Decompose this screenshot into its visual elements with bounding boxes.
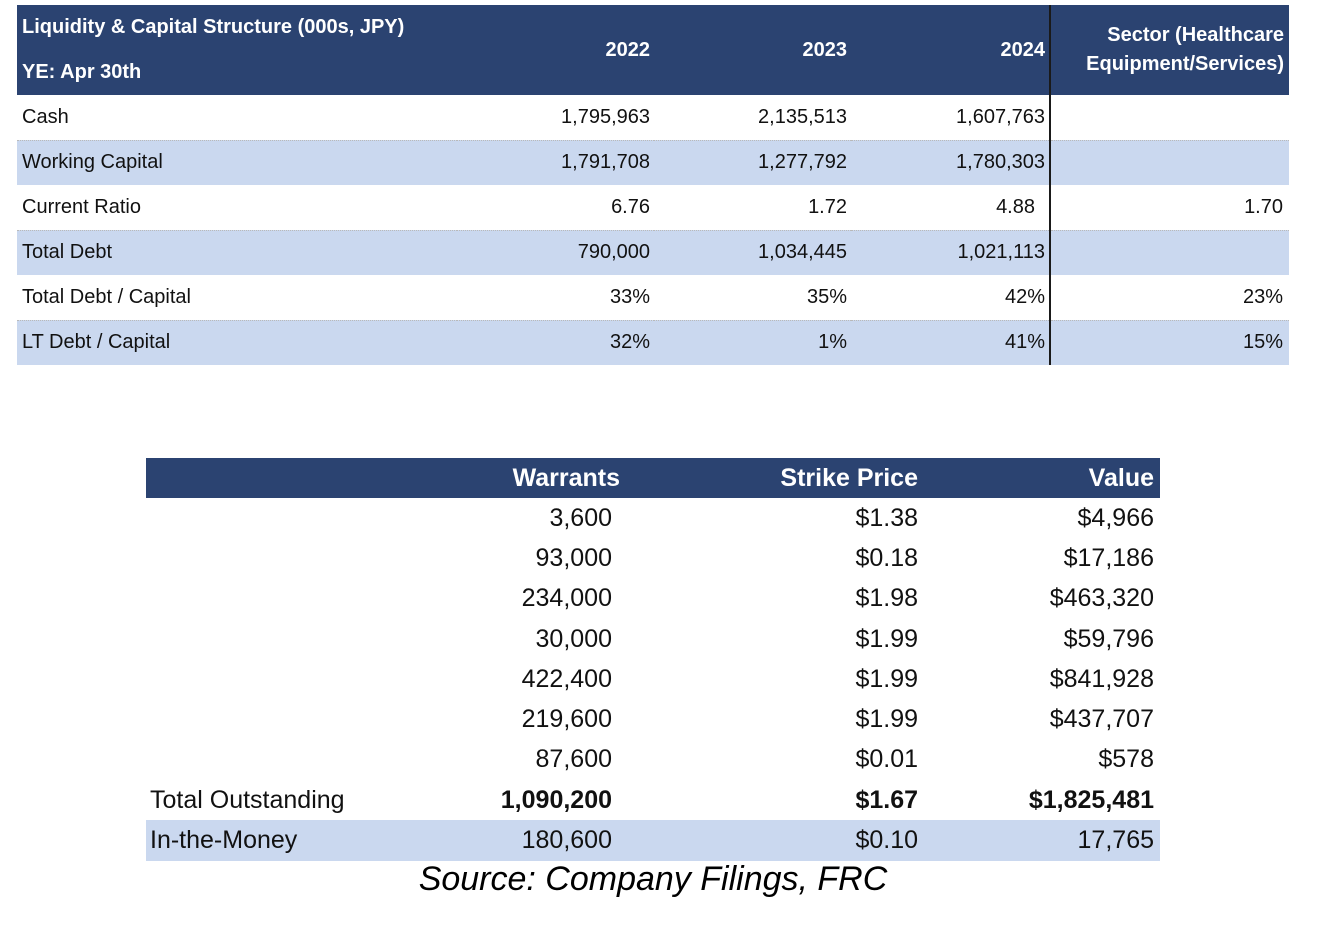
strike-cell: $0.01 — [855, 745, 918, 774]
value-cell: $437,707 — [1049, 705, 1154, 734]
liquidity-header-row: Liquidity & Capital Structure (000s, JPY… — [17, 5, 1289, 95]
cell-2022: 33% — [457, 275, 654, 321]
table-row: LT Debt / Capital 32% 1% 41% 15% — [17, 320, 1289, 365]
warrants-cell: 30,000 — [535, 624, 612, 653]
warrants-header: Warrants — [466, 458, 620, 498]
cell-sector: 15% — [1049, 320, 1289, 365]
table-row: 30,000 $1.99 $59,796 — [146, 619, 1160, 659]
row-label-empty — [146, 740, 466, 780]
cell-sector — [1049, 95, 1289, 141]
cell-2024: 1,607,763 — [851, 95, 1050, 141]
in-the-money-label: In-the-Money — [146, 820, 466, 861]
warrants-cell: 87,600 — [535, 745, 612, 774]
row-label-empty — [146, 498, 466, 538]
warrants-table: Warrants Strike Price Value 3,600 $1.38 … — [146, 458, 1160, 861]
strike-cell: $1.99 — [855, 705, 918, 734]
row-label: Total Debt / Capital — [17, 275, 457, 321]
total-strike: $1.67 — [855, 785, 918, 814]
total-outstanding-row: Total Outstanding 1,090,200 $1.67 $1,825… — [146, 780, 1160, 820]
year-header-2022: 2022 — [457, 5, 654, 95]
row-label: Working Capital — [17, 140, 457, 185]
sector-header: Sector (Healthcare Equipment/Services) — [1049, 5, 1289, 95]
table-row: 219,600 $1.99 $437,707 — [146, 699, 1160, 739]
warrants-cell: 93,000 — [535, 543, 612, 572]
cell-2024: 4.88 — [851, 185, 1050, 231]
row-label-empty — [146, 699, 466, 739]
cell-2022: 6.76 — [457, 185, 654, 231]
itm-warrants: 180,600 — [466, 820, 620, 861]
cell-2022: 32% — [457, 320, 654, 365]
cell-sector — [1049, 140, 1289, 185]
itm-strike: $0.10 — [620, 820, 918, 861]
cell-2023: 2,135,513 — [654, 95, 851, 141]
cell-2024: 41% — [851, 320, 1050, 365]
cell-2023: 1,277,792 — [654, 140, 851, 185]
cell-2023: 1.72 — [654, 185, 851, 231]
warrants-cell: 234,000 — [521, 584, 612, 613]
table-row: 422,400 $1.99 $841,928 — [146, 659, 1160, 699]
row-label: LT Debt / Capital — [17, 320, 457, 365]
strike-cell: $0.18 — [855, 543, 918, 572]
row-label-empty — [146, 659, 466, 699]
row-label: Total Debt — [17, 230, 457, 275]
total-outstanding-label: Total Outstanding — [150, 785, 345, 814]
table-row: 93,000 $0.18 $17,186 — [146, 538, 1160, 578]
row-label-empty — [146, 619, 466, 659]
value-cell: $59,796 — [1063, 624, 1154, 653]
value-header: Value — [918, 458, 1160, 498]
total-warrants: 1,090,200 — [500, 785, 612, 814]
strike-cell: $1.99 — [855, 624, 918, 653]
itm-value: 17,765 — [918, 820, 1160, 861]
row-label: Current Ratio — [17, 185, 457, 231]
table-row: Cash 1,795,963 2,135,513 1,607,763 — [17, 95, 1289, 141]
warrants-cell: 3,600 — [549, 503, 612, 532]
value-cell: $578 — [1098, 745, 1154, 774]
table-row: Total Debt 790,000 1,034,445 1,021,113 — [17, 230, 1289, 275]
liquidity-subtitle: YE: Apr 30th — [22, 61, 142, 83]
cell-2022: 1,795,963 — [457, 95, 654, 141]
liquidity-title-cell: Liquidity & Capital Structure (000s, JPY… — [17, 5, 457, 95]
strike-cell: $1.99 — [855, 664, 918, 693]
value-cell: $4,966 — [1077, 503, 1154, 532]
value-cell: $17,186 — [1063, 543, 1154, 572]
value-cell: $841,928 — [1049, 664, 1154, 693]
table-row: 87,600 $0.01 $578 — [146, 740, 1160, 780]
liquidity-table: Liquidity & Capital Structure (000s, JPY… — [17, 5, 1289, 365]
table-row: 234,000 $1.98 $463,320 — [146, 579, 1160, 619]
sector-header-line1: Sector (Healthcare — [1107, 24, 1284, 46]
strike-cell: $1.38 — [855, 503, 918, 532]
warrants-header-row: Warrants Strike Price Value — [146, 458, 1160, 498]
table-row: Current Ratio 6.76 1.72 4.88 1.70 — [17, 185, 1289, 231]
warrants-cell: 422,400 — [521, 664, 612, 693]
liquidity-title: Liquidity & Capital Structure (000s, JPY… — [22, 16, 405, 38]
cell-2023: 35% — [654, 275, 851, 321]
strike-cell: $1.98 — [855, 584, 918, 613]
cell-sector: 1.70 — [1049, 185, 1289, 231]
cell-2023: 1,034,445 — [654, 230, 851, 275]
cell-2024: 42% — [851, 275, 1050, 321]
cell-2022: 1,791,708 — [457, 140, 654, 185]
in-the-money-row: In-the-Money 180,600 $0.10 17,765 — [146, 820, 1160, 861]
source-note: Source: Company Filings, FRC — [418, 860, 888, 898]
table-row: Working Capital 1,791,708 1,277,792 1,78… — [17, 140, 1289, 185]
warrants-header-blank — [146, 458, 466, 498]
cell-sector — [1049, 230, 1289, 275]
table-row: Total Debt / Capital 33% 35% 42% 23% — [17, 275, 1289, 321]
sector-header-line2: Equipment/Services) — [1086, 53, 1284, 75]
value-cell: $463,320 — [1049, 584, 1154, 613]
table-row: 3,600 $1.38 $4,966 — [146, 498, 1160, 538]
row-label-empty — [146, 579, 466, 619]
cell-2024: 1,021,113 — [851, 230, 1050, 275]
warrants-cell: 219,600 — [521, 705, 612, 734]
year-header-2024: 2024 — [851, 5, 1050, 95]
year-header-2023: 2023 — [654, 5, 851, 95]
cell-2023: 1% — [654, 320, 851, 365]
cell-2022: 790,000 — [457, 230, 654, 275]
row-label-empty — [146, 538, 466, 578]
cell-sector: 23% — [1049, 275, 1289, 321]
total-value: $1,825,481 — [1028, 785, 1154, 814]
strike-price-header: Strike Price — [620, 458, 918, 498]
cell-2024: 1,780,303 — [851, 140, 1050, 185]
row-label: Cash — [17, 95, 457, 141]
